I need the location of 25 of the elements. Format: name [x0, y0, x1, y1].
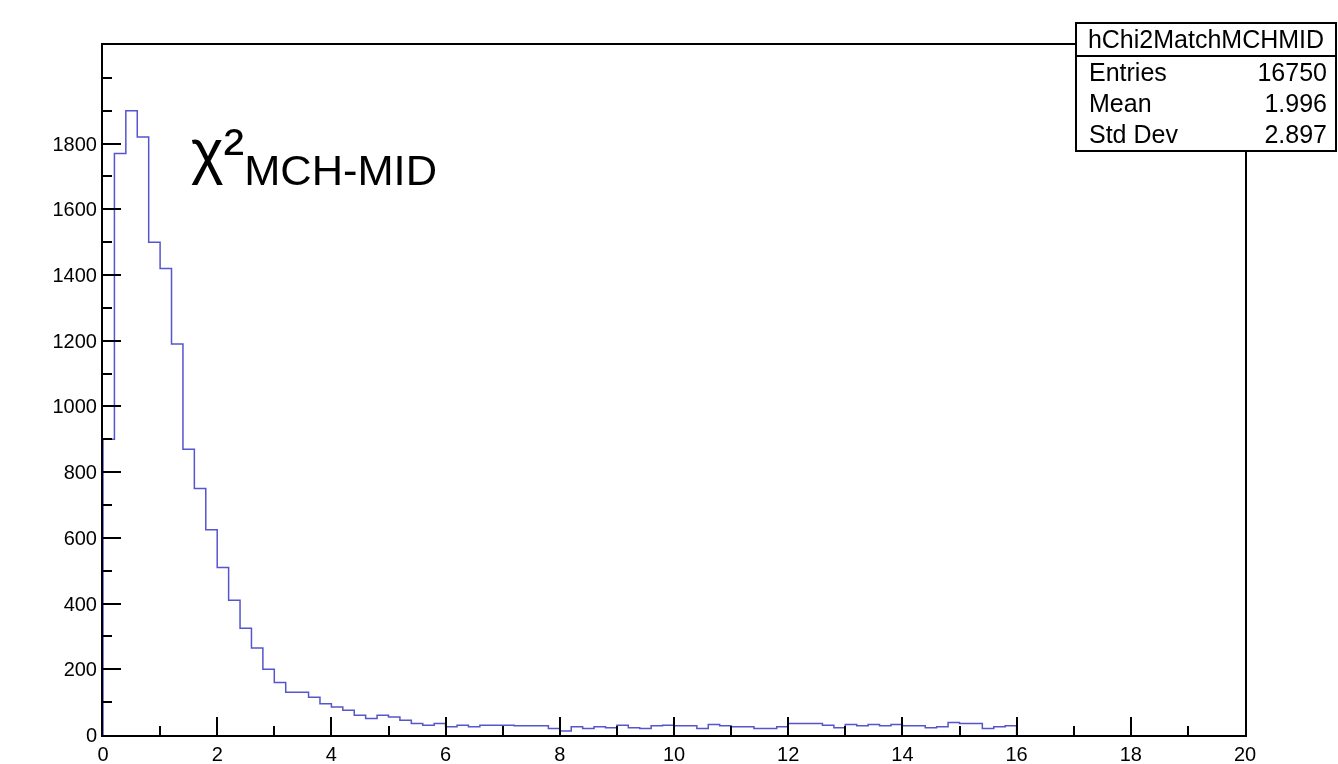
x-tick-label: 20	[1233, 743, 1257, 764]
y-tick-label: 200	[63, 658, 97, 681]
y-tick-label: 1200	[52, 329, 97, 352]
y-tick-label: 800	[63, 461, 97, 484]
y-tick-label: 1800	[52, 132, 97, 155]
x-tick-label: 14	[891, 743, 914, 764]
x-tick-label: 8	[554, 743, 566, 764]
y-tick-label: 1000	[52, 395, 97, 418]
y-tick-label: 0	[85, 724, 97, 746]
annotation: χ²$_{MCH-MID}$	[191, 116, 438, 195]
x-tick-label: 18	[1119, 743, 1142, 764]
x-tick-label: 16	[1005, 743, 1028, 764]
x-tick-label: 2	[211, 743, 223, 764]
x-tick-label: 12	[777, 743, 800, 764]
x-tick-label: 10	[662, 743, 686, 764]
annotation: hChi2MatchMCHMID	[1077, 24, 1335, 57]
y-tick-label: 600	[63, 526, 97, 549]
text: Std Dev 2.897	[1089, 120, 1327, 148]
text: Entries 16750	[1089, 58, 1327, 86]
x-tick-label: 4	[325, 743, 337, 764]
x-tick-label: 6	[440, 743, 452, 764]
text: Mean 1.996	[1089, 89, 1327, 117]
y-tick-label: 1400	[52, 264, 97, 286]
y-tick-label: 1600	[52, 198, 97, 221]
y-tick-label: 400	[63, 592, 97, 615]
